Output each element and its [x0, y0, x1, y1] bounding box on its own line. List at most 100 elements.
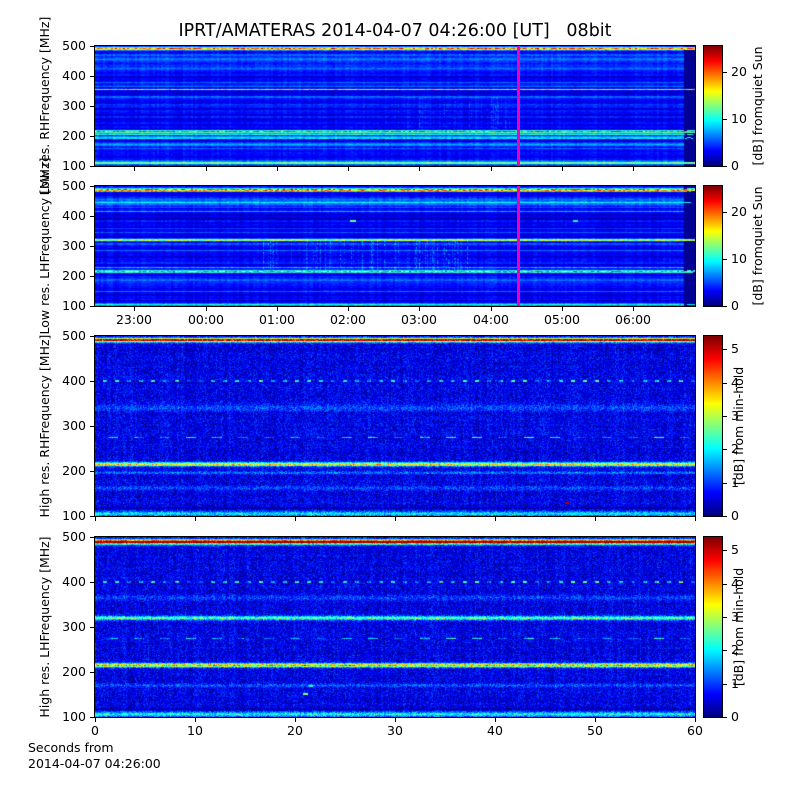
colorbar-frame-highres-rh	[703, 335, 723, 517]
x-tick-mark	[633, 307, 634, 311]
colorbar-tick-mark	[723, 259, 727, 260]
colorbar-tick-label: 10	[731, 251, 747, 266]
x-tick-mark	[395, 718, 396, 722]
y-tick-label: 300	[62, 238, 86, 253]
colorbar-tick-mark	[723, 449, 727, 450]
colorbar-tick-mark	[723, 550, 727, 551]
y-tick-label: 200	[62, 268, 86, 283]
y-tick-mark	[90, 672, 94, 673]
y-tick-label: 500	[62, 178, 86, 193]
y-tick-mark	[90, 717, 94, 718]
x-tick-mark	[295, 517, 296, 521]
x-tick-label: 03:00	[400, 312, 438, 327]
x-tick-label: 30	[387, 723, 403, 738]
y-tick-mark	[90, 381, 94, 382]
spectrogram-highres-rh-canvas	[95, 336, 695, 516]
colorbar-tick-mark	[723, 166, 727, 167]
y-axis-label-highres-rh: High res. RH Frequency [MHz]	[0, 326, 144, 526]
x-tick-mark	[495, 718, 496, 722]
y-tick-label: 100	[62, 158, 86, 173]
colorbar-label-line: [dB] from min-hold	[730, 366, 746, 486]
x-tick-mark	[695, 517, 696, 521]
x-tick-label: 0	[91, 723, 99, 738]
colorbar-frame-lowres-lh	[703, 185, 723, 307]
x-tick-mark	[277, 307, 278, 311]
colorbar-lowres-lh-canvas	[704, 186, 722, 306]
y-axis-label-line: Frequency [MHz]	[36, 334, 52, 440]
x-tick-label: 10	[187, 723, 203, 738]
x-tick-mark	[134, 307, 135, 311]
colorbar-label-line: quiet Sun	[749, 46, 765, 107]
colorbar-tick-label: 20	[731, 64, 747, 79]
y-tick-mark	[90, 246, 94, 247]
x-tick-label: 06:00	[614, 312, 652, 327]
y-axis-label-line: High res. LH	[36, 641, 52, 718]
time-marker-line	[517, 46, 520, 166]
y-axis-label-highres-lh: High res. LH Frequency [MHz]	[0, 527, 144, 727]
x-tick-label: 23:00	[115, 312, 153, 327]
x-tick-mark	[395, 517, 396, 521]
y-tick-label: 300	[62, 619, 86, 634]
y-tick-label: 500	[62, 328, 86, 343]
x-tick-label: 05:00	[543, 312, 581, 327]
y-tick-mark	[90, 166, 94, 167]
x-tick-mark	[595, 718, 596, 722]
x-tick-label: 50	[587, 723, 603, 738]
y-tick-mark	[90, 336, 94, 337]
colorbar-tick-mark	[723, 416, 727, 417]
colorbar-label-lowres-lh: [dB] from quiet Sun	[657, 146, 800, 346]
colorbar-label-line: [dB] from min-hold	[730, 567, 746, 687]
x-tick-mark	[95, 718, 96, 722]
colorbar-tick-label: 0	[731, 158, 739, 173]
colorbar-highres-lh-canvas	[704, 537, 722, 717]
x-tick-label: 20	[287, 723, 303, 738]
colorbar-tick-mark	[723, 717, 727, 718]
y-tick-mark	[90, 186, 94, 187]
y-tick-label: 100	[62, 709, 86, 724]
colorbar-tick-label: 5	[731, 341, 739, 356]
x-tick-mark	[491, 167, 492, 171]
x-tick-label: 40	[487, 723, 503, 738]
colorbar-highres-rh-canvas	[704, 336, 722, 516]
colorbar-tick-mark	[723, 650, 727, 651]
colorbar-tick-label: 0	[731, 298, 739, 313]
colorbar-tick-mark	[723, 383, 727, 384]
x-tick-mark	[348, 307, 349, 311]
x-tick-mark	[495, 517, 496, 521]
x-tick-label: 04:00	[472, 312, 510, 327]
y-tick-label: 200	[62, 463, 86, 478]
y-tick-label: 300	[62, 418, 86, 433]
x-tick-mark	[562, 167, 563, 171]
y-tick-label: 100	[62, 298, 86, 313]
colorbar-frame-lowres-rh	[703, 45, 723, 167]
y-tick-mark	[90, 627, 94, 628]
colorbar-tick-mark	[723, 617, 727, 618]
colorbar-label-line: [dB] from	[749, 246, 765, 306]
x-tick-mark	[419, 307, 420, 311]
colorbar-tick-mark	[723, 72, 727, 73]
colorbar-tick-label: 10	[731, 111, 747, 126]
spectrogram-lowres-rh-canvas	[95, 46, 695, 166]
y-tick-label: 400	[62, 373, 86, 388]
y-tick-label: 400	[62, 68, 86, 83]
y-axis-label-line: Frequency [MHz]	[36, 536, 52, 642]
x-tick-mark	[295, 718, 296, 722]
y-tick-mark	[90, 216, 94, 217]
x-tick-mark	[348, 167, 349, 171]
y-tick-mark	[90, 136, 94, 137]
figure-title: IPRT/AMATERAS 2014-04-07 04:26:00 [UT] 0…	[178, 21, 612, 41]
y-axis-label-line: Low res. LH	[36, 262, 52, 335]
y-axis-label-line: High res. RH	[36, 439, 52, 518]
y-axis-label-line: Frequency [MHz]	[36, 157, 52, 263]
colorbar-label-line: quiet Sun	[749, 186, 765, 247]
colorbar-tick-label: 2	[731, 642, 739, 657]
y-tick-mark	[90, 516, 94, 517]
colorbar-tick-mark	[723, 483, 727, 484]
colorbar-tick-label: 20	[731, 204, 747, 219]
y-tick-label: 400	[62, 208, 86, 223]
x-tick-mark	[134, 167, 135, 171]
colorbar-tick-label: 3	[731, 609, 739, 624]
y-tick-label: 200	[62, 128, 86, 143]
